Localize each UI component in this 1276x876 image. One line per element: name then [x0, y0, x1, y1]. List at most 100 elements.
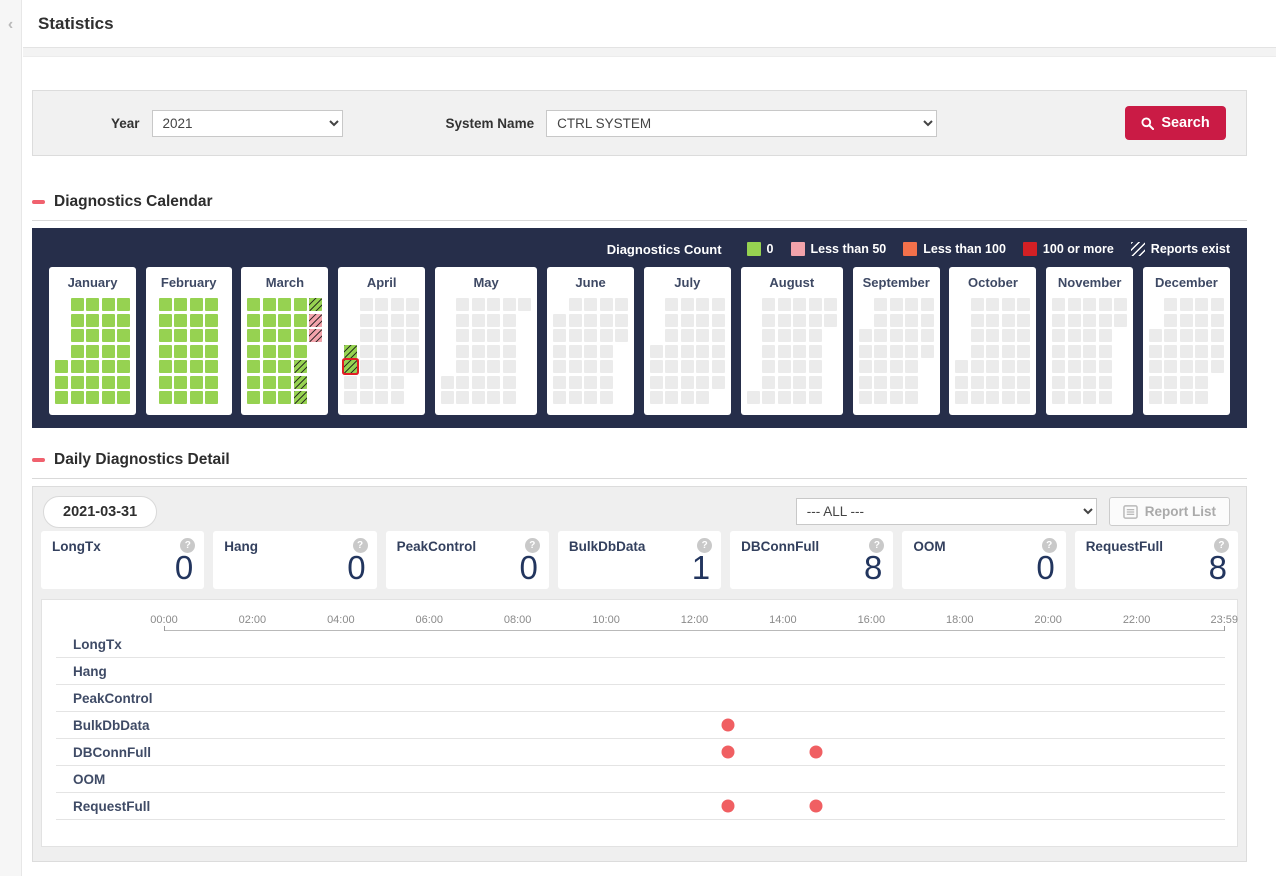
- day-cell[interactable]: [101, 360, 115, 373]
- day-cell[interactable]: [1195, 360, 1209, 373]
- day-cell[interactable]: [70, 298, 84, 311]
- day-cell[interactable]: [970, 344, 984, 358]
- day-cell[interactable]: [680, 360, 694, 373]
- day-cell[interactable]: [487, 329, 501, 342]
- day-cell[interactable]: [696, 329, 710, 342]
- day-cell[interactable]: [889, 391, 903, 404]
- day-cell[interactable]: [375, 298, 389, 311]
- day-cell[interactable]: [584, 298, 598, 311]
- day-cell[interactable]: [1179, 313, 1193, 327]
- day-cell[interactable]: [247, 298, 261, 311]
- day-cell[interactable]: [680, 298, 694, 311]
- day-cell[interactable]: [247, 360, 261, 373]
- day-cell[interactable]: [584, 329, 598, 342]
- day-cell[interactable]: [487, 313, 501, 327]
- day-cell[interactable]: [487, 375, 501, 389]
- day-cell[interactable]: [793, 329, 807, 342]
- day-cell[interactable]: [456, 298, 470, 311]
- day-cell[interactable]: [970, 375, 984, 389]
- day-cell[interactable]: [456, 329, 470, 342]
- day-cell[interactable]: [1017, 360, 1031, 373]
- day-cell[interactable]: [1148, 391, 1162, 404]
- day-cell[interactable]: [711, 344, 725, 358]
- day-cell[interactable]: [1052, 313, 1066, 327]
- day-cell[interactable]: [874, 391, 888, 404]
- day-cell[interactable]: [920, 329, 934, 342]
- day-cell[interactable]: [584, 313, 598, 327]
- day-cell[interactable]: [375, 344, 389, 358]
- day-cell[interactable]: [599, 344, 613, 358]
- day-cell[interactable]: [858, 375, 872, 389]
- day-cell[interactable]: [1195, 391, 1209, 404]
- day-cell[interactable]: [471, 391, 485, 404]
- day-cell[interactable]: [174, 360, 188, 373]
- day-cell[interactable]: [615, 298, 629, 311]
- day-cell[interactable]: [1114, 298, 1128, 311]
- day-cell[interactable]: [1098, 391, 1112, 404]
- day-cell[interactable]: [808, 329, 822, 342]
- day-cell[interactable]: [293, 360, 307, 373]
- day-cell[interactable]: [359, 360, 373, 373]
- day-cell[interactable]: [584, 360, 598, 373]
- day-cell[interactable]: [568, 375, 582, 389]
- day-cell[interactable]: [696, 298, 710, 311]
- day-cell[interactable]: [117, 360, 130, 373]
- day-cell[interactable]: [599, 298, 613, 311]
- day-cell[interactable]: [189, 329, 203, 342]
- day-cell[interactable]: [375, 391, 389, 404]
- day-cell[interactable]: [1098, 344, 1112, 358]
- day-cell[interactable]: [247, 344, 261, 358]
- day-cell[interactable]: [793, 298, 807, 311]
- day-cell[interactable]: [205, 329, 219, 342]
- day-cell[interactable]: [278, 360, 292, 373]
- day-cell[interactable]: [793, 344, 807, 358]
- day-cell[interactable]: [1083, 360, 1097, 373]
- day-cell[interactable]: [189, 344, 203, 358]
- day-cell[interactable]: [746, 391, 760, 404]
- day-cell[interactable]: [874, 375, 888, 389]
- help-icon[interactable]: ?: [180, 538, 196, 553]
- day-cell[interactable]: [262, 329, 276, 342]
- day-cell[interactable]: [665, 344, 679, 358]
- day-cell[interactable]: [101, 375, 115, 389]
- day-cell[interactable]: [696, 375, 710, 389]
- day-cell[interactable]: [359, 298, 373, 311]
- day-cell[interactable]: [406, 313, 420, 327]
- day-cell[interactable]: [920, 298, 934, 311]
- day-cell[interactable]: [1195, 298, 1209, 311]
- day-cell[interactable]: [293, 391, 307, 404]
- day-cell[interactable]: [762, 344, 776, 358]
- day-cell[interactable]: [874, 329, 888, 342]
- day-cell[interactable]: [777, 329, 791, 342]
- day-cell[interactable]: [986, 344, 1000, 358]
- day-cell[interactable]: [568, 329, 582, 342]
- day-cell[interactable]: [174, 313, 188, 327]
- day-cell[interactable]: [293, 375, 307, 389]
- day-cell[interactable]: [696, 360, 710, 373]
- day-cell[interactable]: [793, 375, 807, 389]
- day-cell[interactable]: [293, 313, 307, 327]
- day-cell[interactable]: [1179, 375, 1193, 389]
- day-cell[interactable]: [117, 391, 130, 404]
- day-cell[interactable]: [553, 375, 567, 389]
- day-cell[interactable]: [905, 313, 919, 327]
- day-cell[interactable]: [970, 329, 984, 342]
- day-cell[interactable]: [889, 344, 903, 358]
- day-cell[interactable]: [568, 391, 582, 404]
- day-cell[interactable]: [440, 391, 454, 404]
- day-cell[interactable]: [487, 344, 501, 358]
- day-cell[interactable]: [1067, 313, 1081, 327]
- day-cell[interactable]: [793, 391, 807, 404]
- day-cell[interactable]: [680, 344, 694, 358]
- day-cell[interactable]: [696, 313, 710, 327]
- day-cell[interactable]: [390, 329, 404, 342]
- day-cell[interactable]: [858, 344, 872, 358]
- day-cell[interactable]: [189, 298, 203, 311]
- day-cell[interactable]: [278, 375, 292, 389]
- day-cell[interactable]: [456, 375, 470, 389]
- day-cell[interactable]: [406, 360, 420, 373]
- day-cell[interactable]: [665, 391, 679, 404]
- day-cell[interactable]: [808, 344, 822, 358]
- diagnostic-type-select[interactable]: --- ALL ---: [795, 498, 1097, 525]
- day-cell[interactable]: [70, 329, 84, 342]
